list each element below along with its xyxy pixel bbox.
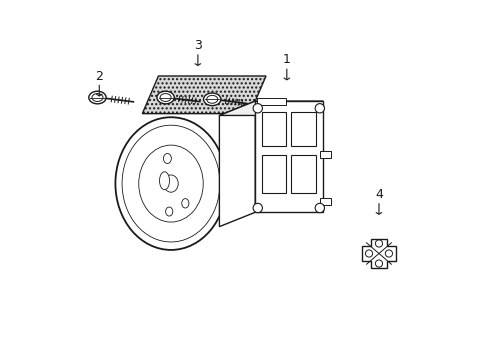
Polygon shape [255, 101, 323, 212]
Polygon shape [319, 198, 330, 205]
Circle shape [375, 260, 382, 267]
Polygon shape [319, 151, 330, 158]
Polygon shape [142, 76, 265, 114]
Polygon shape [290, 155, 315, 193]
Ellipse shape [182, 199, 188, 208]
Polygon shape [362, 239, 395, 268]
Text: 2: 2 [95, 69, 103, 82]
Ellipse shape [165, 207, 172, 216]
Text: 1: 1 [282, 53, 290, 66]
Polygon shape [290, 112, 315, 146]
Circle shape [253, 104, 262, 113]
Circle shape [385, 250, 392, 257]
Polygon shape [261, 155, 285, 193]
Circle shape [314, 104, 324, 113]
Circle shape [365, 250, 372, 257]
Text: 3: 3 [194, 39, 202, 52]
Circle shape [375, 240, 382, 247]
Ellipse shape [203, 93, 221, 105]
Ellipse shape [89, 91, 106, 104]
Polygon shape [219, 101, 255, 226]
Polygon shape [261, 112, 285, 146]
Circle shape [253, 203, 262, 213]
Circle shape [314, 203, 324, 213]
Polygon shape [219, 101, 323, 116]
Ellipse shape [163, 153, 171, 163]
Ellipse shape [157, 91, 174, 104]
Ellipse shape [139, 145, 203, 222]
Ellipse shape [115, 117, 226, 250]
Polygon shape [257, 98, 285, 105]
Ellipse shape [159, 172, 169, 190]
Ellipse shape [163, 175, 178, 192]
Text: 4: 4 [374, 188, 382, 201]
